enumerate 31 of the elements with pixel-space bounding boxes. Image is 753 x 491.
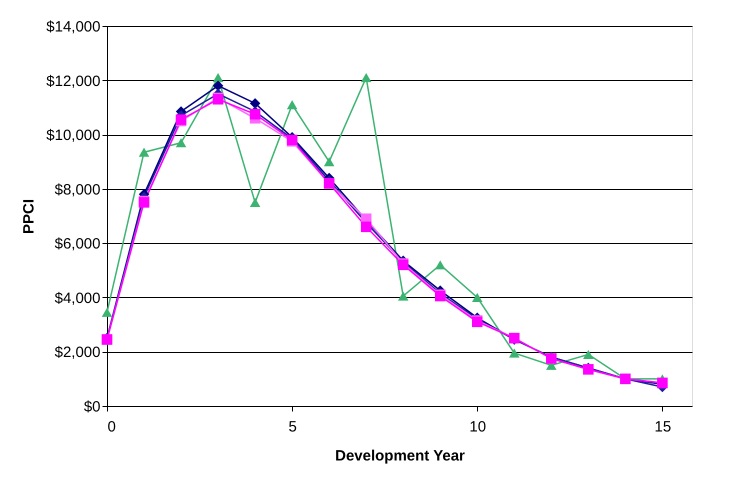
y-axis-title: PPCI bbox=[20, 198, 38, 234]
point bbox=[138, 148, 150, 157]
y-tick-label: $0 bbox=[84, 398, 100, 416]
y-tick-label: $4,000 bbox=[54, 290, 100, 307]
y-tick-label: $6,000 bbox=[54, 236, 100, 253]
point bbox=[583, 350, 594, 359]
point bbox=[434, 260, 446, 270]
point bbox=[250, 198, 260, 207]
point bbox=[286, 100, 298, 110]
point bbox=[250, 98, 260, 109]
point bbox=[102, 308, 112, 317]
x-tick-label: 15 bbox=[654, 418, 672, 436]
point bbox=[360, 73, 372, 82]
x-tick-label: 5 bbox=[288, 418, 297, 436]
point bbox=[176, 138, 186, 148]
point bbox=[212, 80, 224, 91]
x-tick-label: 10 bbox=[469, 418, 486, 436]
y-tick-label: $14,000 bbox=[46, 18, 100, 36]
point bbox=[212, 73, 224, 82]
point bbox=[472, 292, 482, 302]
point bbox=[509, 348, 520, 358]
x-tick-label: 0 bbox=[108, 418, 116, 436]
y-tick-label: $12,000 bbox=[46, 72, 100, 90]
y-tick-label: $10,000 bbox=[46, 127, 100, 144]
x-axis-title: Development Year bbox=[335, 448, 466, 464]
y-tick-label: $2,000 bbox=[54, 344, 100, 362]
point bbox=[324, 157, 334, 166]
point bbox=[398, 292, 408, 301]
y-tick-label: $8,000 bbox=[54, 181, 100, 198]
point bbox=[250, 108, 260, 120]
point bbox=[360, 222, 372, 232]
